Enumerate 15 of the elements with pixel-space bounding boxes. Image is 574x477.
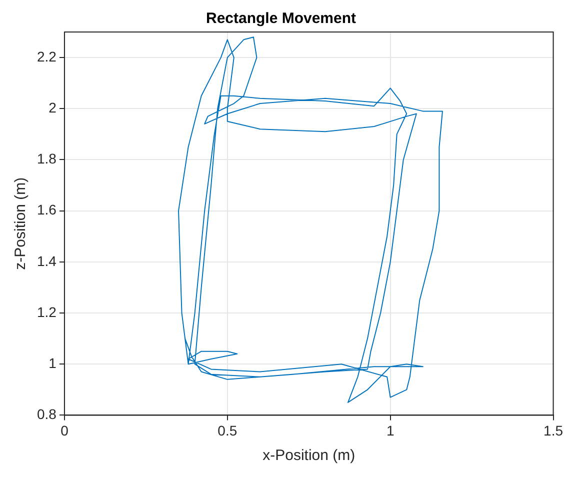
- y-tick-label: 0.8: [36, 406, 57, 422]
- y-tick-label: 1: [48, 354, 57, 371]
- y-tick-label: 1.4: [36, 252, 57, 269]
- y-tick-label: 1.8: [36, 150, 57, 167]
- y-tick-label: 1.2: [36, 304, 57, 320]
- y-tick-label: 1.6: [36, 202, 57, 218]
- x-tick-label: 1.5: [544, 422, 564, 438]
- x-tick-label: 1: [386, 422, 394, 438]
- chart-title: Rectangle Movement: [206, 10, 356, 28]
- x-axis-title: x-Position (m): [262, 447, 356, 464]
- y-axis-title: z-Position (m): [12, 177, 30, 270]
- y-tick-label: 2: [48, 100, 57, 116]
- y-tick-label: 2.2: [36, 48, 57, 64]
- x-tick-label: 0: [60, 422, 69, 438]
- x-tick-label: 0.5: [218, 422, 238, 438]
